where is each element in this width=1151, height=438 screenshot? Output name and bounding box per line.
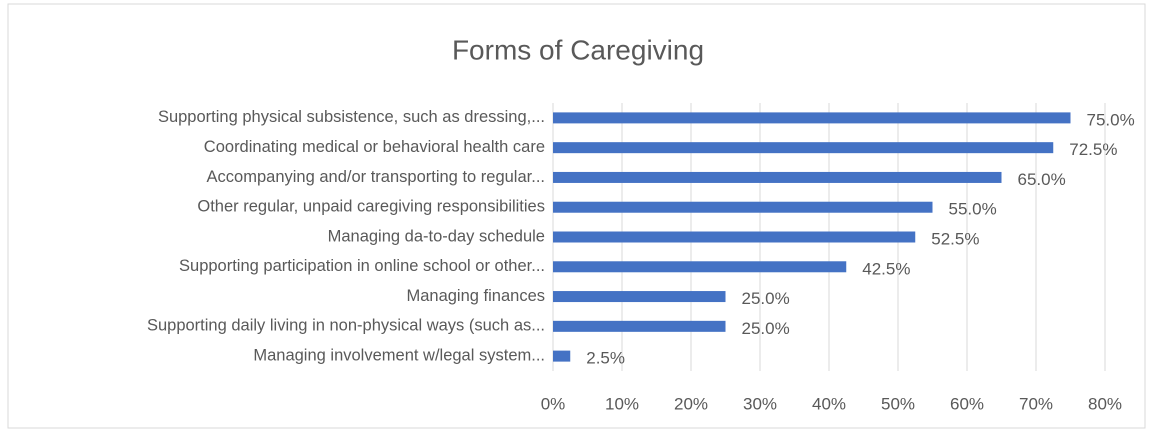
- bar: [553, 291, 726, 303]
- y-tick-label: Supporting participation in online schoo…: [179, 257, 545, 275]
- y-tick-label: Accompanying and/or transporting to regu…: [207, 168, 545, 186]
- value-label: 75.0%: [1087, 110, 1135, 129]
- chart-title: Forms of Caregiving: [452, 34, 704, 65]
- x-tick-label: 30%: [743, 394, 777, 413]
- y-tick-label: Coordinating medical or behavioral healt…: [204, 138, 545, 156]
- x-tick-label: 70%: [1019, 394, 1053, 413]
- x-tick-label: 50%: [881, 394, 915, 413]
- y-tick-label: Managing finances: [406, 287, 545, 305]
- x-tick-label: 10%: [605, 394, 639, 413]
- value-label: 25.0%: [742, 289, 790, 308]
- bar: [553, 171, 1002, 183]
- value-label: 55.0%: [949, 200, 997, 219]
- x-tick-label: 40%: [812, 394, 846, 413]
- x-tick-label: 0%: [541, 394, 566, 413]
- value-label: 72.5%: [1069, 140, 1117, 159]
- x-tick-label: 80%: [1088, 394, 1122, 413]
- y-tick-label: Other regular, unpaid caregiving respons…: [197, 198, 545, 216]
- x-tick-label: 20%: [674, 394, 708, 413]
- value-label: 2.5%: [586, 349, 625, 368]
- y-tick-label: Managing da-to-day schedule: [328, 227, 545, 245]
- y-tick-label: Managing involvement w/legal system...: [253, 346, 545, 364]
- bar: [553, 261, 847, 273]
- bar: [553, 201, 933, 213]
- value-label: 65.0%: [1018, 170, 1066, 189]
- y-tick-label: Supporting physical subsistence, such as…: [158, 108, 545, 126]
- bar: [553, 112, 1071, 124]
- x-tick-label: 60%: [950, 394, 984, 413]
- chart-border: [7, 3, 1146, 429]
- bar: [553, 320, 726, 332]
- bar: [553, 231, 916, 243]
- bar: [553, 142, 1054, 154]
- value-label: 42.5%: [862, 259, 910, 278]
- bar: [553, 350, 571, 362]
- y-tick-label: Supporting daily living in non-physical …: [147, 317, 545, 335]
- value-label: 25.0%: [742, 319, 790, 338]
- value-label: 52.5%: [931, 229, 979, 248]
